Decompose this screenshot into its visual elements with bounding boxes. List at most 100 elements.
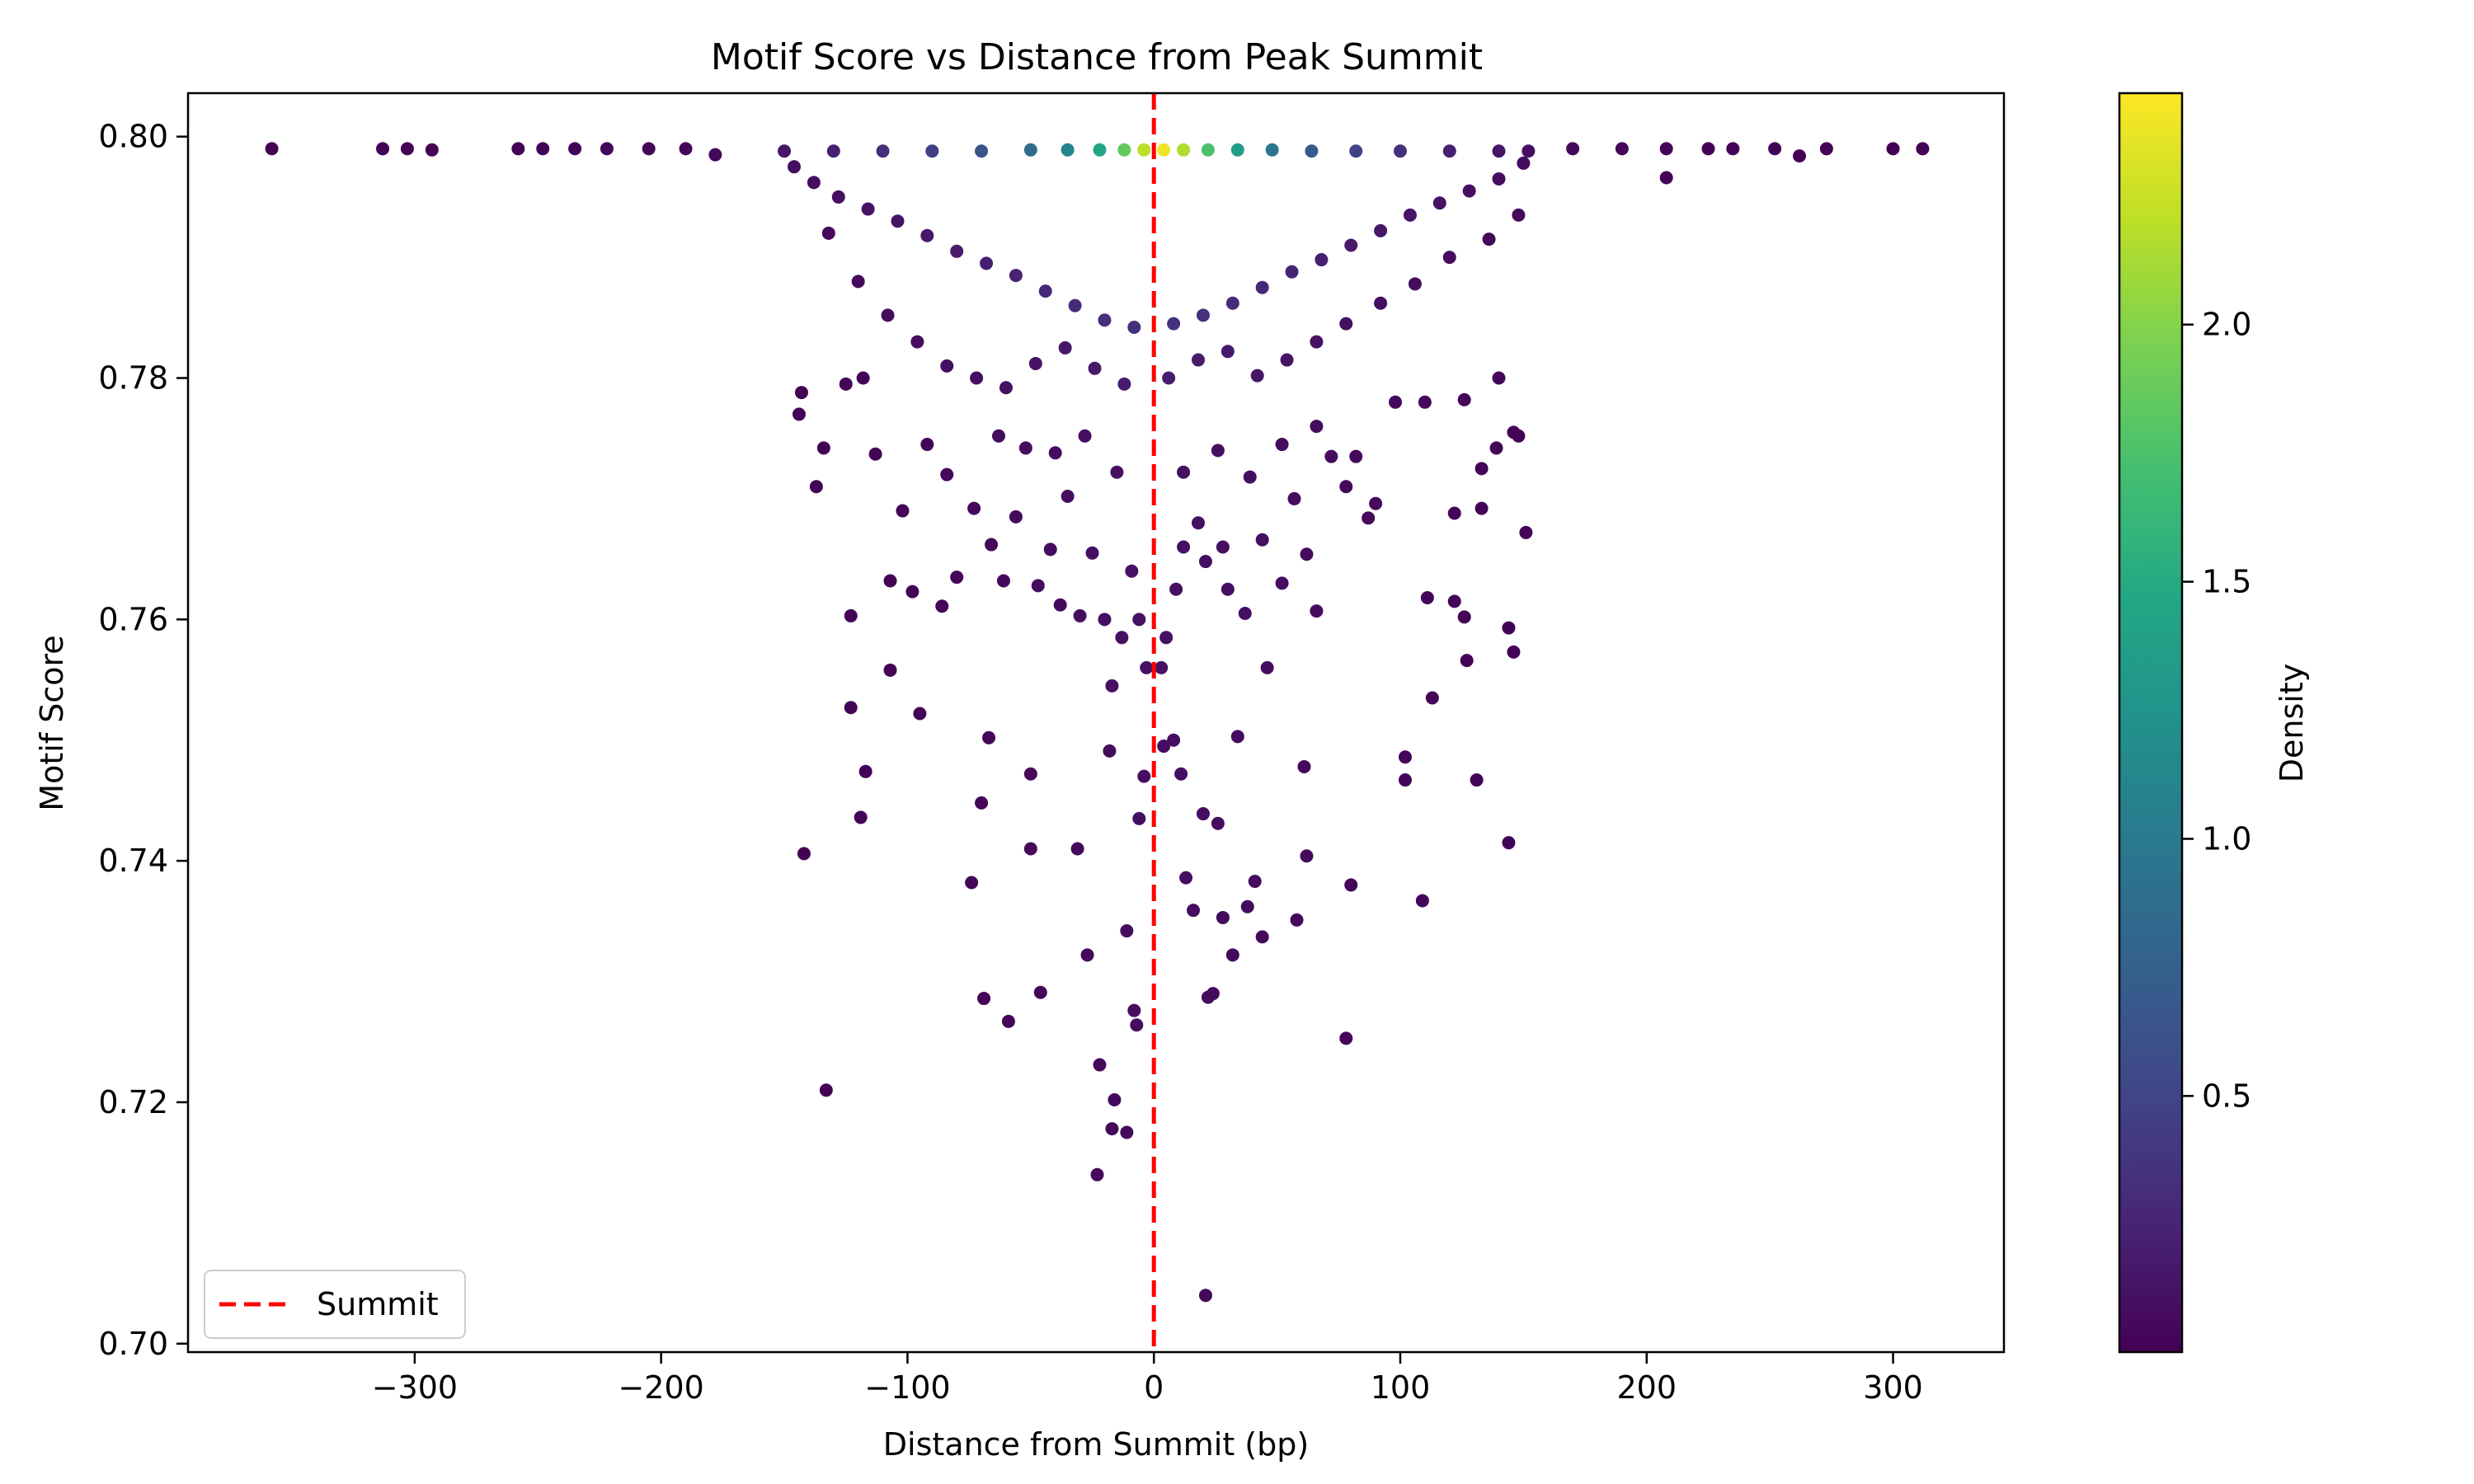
data-point [1374, 223, 1388, 237]
data-point [1425, 691, 1439, 705]
data-point [821, 226, 835, 240]
data-point [1216, 540, 1230, 554]
data-point [1001, 1014, 1015, 1028]
data-point [425, 143, 439, 157]
data-point [1073, 608, 1087, 622]
data-point [1177, 540, 1191, 554]
data-point [797, 847, 811, 861]
data-point [1369, 496, 1383, 510]
data-point [536, 142, 550, 156]
data-point [1078, 429, 1092, 443]
data-point [1137, 143, 1151, 157]
data-point [1362, 511, 1376, 525]
data-point [1519, 525, 1533, 539]
data-point [1349, 449, 1363, 463]
data-point [1127, 321, 1141, 335]
data-point [1230, 143, 1244, 157]
data-point [883, 663, 897, 677]
data-point [809, 480, 823, 494]
data-point [1566, 142, 1580, 156]
data-point [1211, 444, 1225, 458]
data-point [1447, 594, 1461, 608]
data-point [935, 599, 949, 613]
colorbar [2118, 92, 2184, 1354]
data-point [1492, 171, 1506, 186]
data-point [1090, 1167, 1104, 1181]
y-axis-label: Motif Score [34, 635, 70, 810]
data-point [511, 142, 525, 156]
data-point [568, 142, 582, 156]
data-point [1300, 547, 1314, 561]
data-point [985, 538, 999, 552]
data-point [1255, 533, 1269, 547]
data-point [1088, 361, 1102, 375]
x-axis-label: Distance from Summit (bp) [883, 1426, 1309, 1463]
data-point [787, 160, 801, 174]
data-point [1265, 143, 1279, 157]
data-point [1489, 441, 1503, 455]
data-point [1048, 446, 1062, 460]
data-point [839, 377, 853, 391]
data-point [844, 701, 858, 715]
data-point [1492, 144, 1506, 158]
data-point [1225, 296, 1239, 310]
data-point [861, 202, 875, 216]
data-point [819, 1083, 833, 1097]
data-point [1275, 438, 1289, 452]
data-point [1061, 489, 1075, 503]
x-tick-label: 0 [1144, 1369, 1164, 1406]
data-point [1349, 144, 1363, 158]
data-point [1457, 392, 1471, 406]
data-point [376, 142, 390, 156]
data-point [1093, 1058, 1107, 1072]
data-point [940, 359, 954, 373]
data-point [1275, 576, 1289, 590]
data-point [1177, 465, 1191, 479]
data-point [1191, 353, 1205, 367]
data-point [1243, 470, 1257, 484]
data-point [1098, 613, 1112, 627]
data-point [1108, 1093, 1122, 1107]
data-point [1140, 660, 1154, 674]
data-point [1460, 654, 1474, 668]
data-point [977, 992, 991, 1006]
data-point [1442, 144, 1456, 158]
data-point [1287, 491, 1301, 505]
data-point [1028, 356, 1042, 370]
data-point [975, 796, 989, 810]
data-point [965, 876, 979, 890]
data-point [1615, 142, 1629, 156]
legend-box [204, 1270, 466, 1339]
data-point [1260, 660, 1274, 674]
data-point [1250, 369, 1264, 383]
data-point [925, 144, 939, 158]
data-point [1115, 631, 1129, 645]
data-point [1408, 277, 1422, 291]
y-tick-label: 0.72 [98, 1084, 168, 1120]
data-point [1023, 767, 1037, 781]
data-point [991, 429, 1005, 443]
data-point [1031, 579, 1045, 593]
data-point [1167, 317, 1181, 331]
data-point [1290, 913, 1304, 927]
y-axis-ticks: 0.70 0.72 0.74 0.76 0.78 0.80 [98, 119, 188, 1362]
data-point [1726, 142, 1740, 156]
data-point [1916, 142, 1930, 156]
x-tick-label: 300 [1863, 1369, 1923, 1406]
data-point [854, 810, 868, 824]
data-point [1105, 679, 1119, 693]
data-point [1211, 816, 1225, 830]
data-point [1177, 143, 1191, 157]
data-point [1819, 142, 1833, 156]
data-point [1023, 842, 1037, 856]
data-point [1043, 542, 1057, 556]
data-point [1068, 298, 1082, 312]
data-point [844, 608, 858, 622]
y-tick-label: 0.78 [98, 360, 168, 397]
data-point [1420, 590, 1434, 604]
data-point [1093, 143, 1107, 157]
data-point [950, 244, 964, 258]
data-point [1137, 769, 1151, 783]
data-point [1403, 208, 1417, 222]
data-point [708, 148, 722, 162]
